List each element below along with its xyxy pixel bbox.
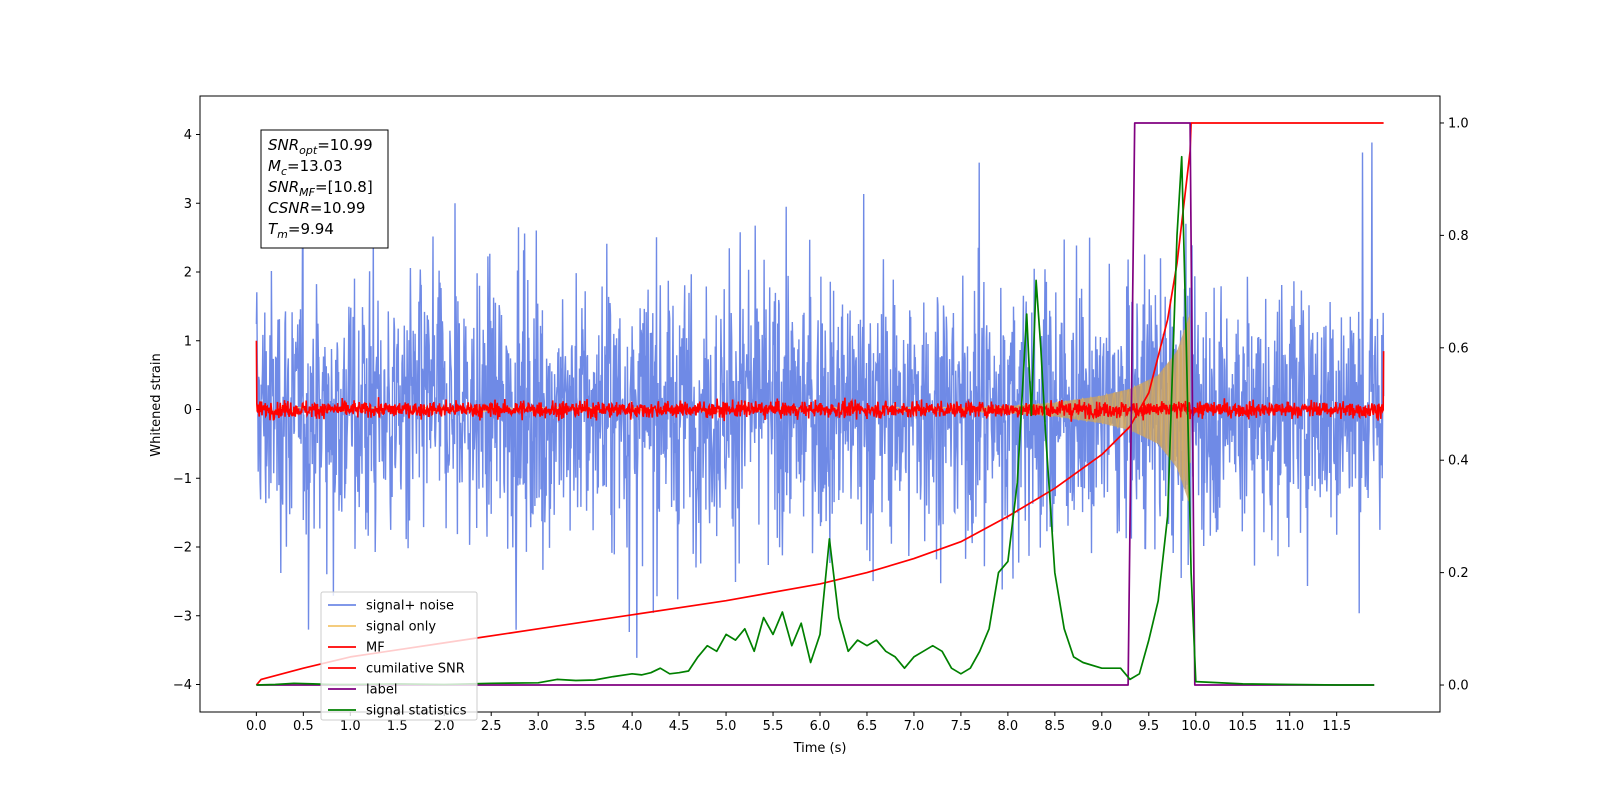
x-axis: 0.0 0.5 1.0 1.5 2.0 2.5 3.0 3.5 4.0 4.5 5.0 5.5 6.0 6…	[246, 712, 1351, 734]
x-tick-label: 3.5	[575, 719, 596, 734]
x-tick-label: 0.0	[246, 719, 267, 734]
x-tick-label: 5.5	[763, 719, 784, 734]
series-mf	[255, 340, 1385, 422]
x-tick-label: 9.5	[1138, 719, 1159, 734]
x-tick-label: 8.5	[1045, 719, 1066, 734]
legend-label: MF	[366, 641, 385, 656]
info-box-frame	[260, 129, 389, 249]
y-tick-label: −2	[173, 541, 192, 556]
y-tick-label: −4	[173, 678, 192, 693]
x-tick-label: 10.0	[1181, 719, 1210, 734]
y-tick-label: −3	[173, 609, 192, 624]
x-tick-label: 4.5	[669, 719, 690, 734]
legend-label: signal only	[366, 620, 436, 635]
y-tick-label: 3	[184, 197, 192, 212]
y-tick-label: 4	[184, 128, 192, 143]
y2-tick-label: 0.4	[1448, 454, 1469, 469]
x-tick-label: 0.5	[293, 719, 314, 734]
series-signal-noise	[255, 142, 1385, 658]
x-tick-label: 7.0	[904, 719, 925, 734]
x-tick-label: 11.0	[1275, 719, 1304, 734]
legend-label: signal+ noise	[366, 599, 454, 614]
x-tick-label: 8.0	[998, 719, 1019, 734]
y2-tick-label: 1.0	[1448, 116, 1469, 131]
series-label	[256, 122, 1375, 686]
y-axis-label: Whitened strain	[149, 353, 164, 456]
x-tick-label: 9.0	[1091, 719, 1112, 734]
y-tick-label: −1	[173, 472, 192, 487]
legend: signal+ noise signal only MF cumilative SNR…	[320, 591, 478, 721]
y-tick-label: 0	[184, 403, 192, 418]
info-line: Tm=9.94	[268, 220, 334, 241]
y-axis-left: −4 −3 −2 −1 0 1 2 3 4	[173, 128, 200, 693]
plot-area	[255, 122, 1385, 686]
x-axis-label: Time (s)	[793, 741, 847, 756]
info-line: SNRMF=[10.8]	[268, 178, 373, 199]
x-tick-label: 2.0	[434, 719, 455, 734]
y2-tick-label: 0.6	[1448, 341, 1469, 356]
y-tick-label: 2	[184, 266, 192, 281]
legend-label: label	[366, 683, 397, 698]
x-tick-label: 3.0	[528, 719, 549, 734]
y2-tick-label: 0.2	[1448, 566, 1469, 581]
legend-label: signal statistics	[366, 704, 467, 719]
legend-frame	[320, 591, 478, 721]
y2-tick-label: 0.0	[1448, 679, 1469, 694]
series-signal-statistics	[256, 155, 1375, 686]
x-tick-label: 7.5	[951, 719, 972, 734]
info-line: Mc=13.03	[268, 157, 343, 178]
x-tick-label: 4.0	[622, 719, 643, 734]
x-tick-label: 2.5	[481, 719, 502, 734]
x-tick-label: 1.5	[387, 719, 408, 734]
x-tick-label: 10.5	[1228, 719, 1257, 734]
y2-tick-label: 0.8	[1448, 229, 1469, 244]
x-tick-label: 6.5	[857, 719, 878, 734]
legend-label: cumilative SNR	[366, 662, 465, 677]
info-box: SNRopt=10.99Mc=13.03SNRMF=[10.8]CSNR=10.…	[260, 129, 389, 249]
info-line: CSNR=10.99	[268, 199, 365, 217]
y-tick-label: 1	[184, 334, 192, 349]
x-tick-label: 5.0	[716, 719, 737, 734]
x-tick-label: 11.5	[1322, 719, 1351, 734]
y-axis-right: 0.0 0.2 0.4 0.6 0.8 1.0	[1440, 116, 1469, 694]
x-tick-label: 6.0	[810, 719, 831, 734]
x-tick-label: 1.0	[340, 719, 361, 734]
info-line: SNRopt=10.99	[268, 136, 373, 157]
